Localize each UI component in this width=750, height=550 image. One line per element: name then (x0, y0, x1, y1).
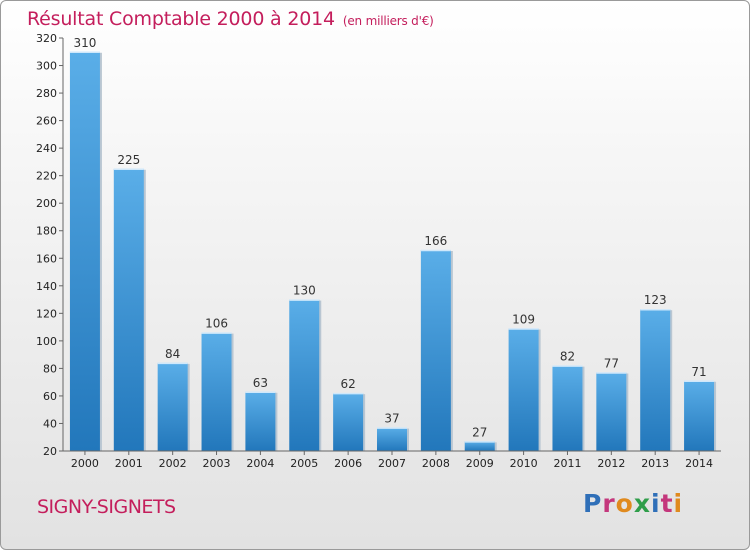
logo-letter: r (602, 489, 616, 518)
y-tick-label: 120 (36, 307, 57, 320)
x-tick-label-2004: 2004 (246, 457, 274, 470)
value-label-2008: 166 (424, 234, 447, 248)
bar-2005 (289, 299, 320, 451)
value-label-2003: 106 (205, 317, 228, 331)
bar-2014 (684, 380, 715, 451)
commune-name: SIGNY-SIGNETS (37, 496, 176, 518)
bar-2000 (69, 51, 100, 452)
y-tick-label: 20 (43, 445, 57, 458)
logo-letter: o (615, 489, 634, 518)
y-tick-label: 200 (36, 197, 57, 210)
y-tick-label: 240 (36, 142, 57, 155)
bar-2011 (552, 365, 583, 451)
x-tick-label-2006: 2006 (334, 457, 362, 470)
logo-letter: i (651, 489, 661, 518)
value-label-2014: 71 (691, 365, 706, 379)
y-tick-label: 140 (36, 280, 57, 293)
x-tick-label-2009: 2009 (466, 457, 494, 470)
x-tick-label-2012: 2012 (597, 457, 625, 470)
value-label-2000: 310 (73, 36, 96, 50)
x-tick-label-2014: 2014 (685, 457, 713, 470)
logo-letter: P (583, 489, 603, 518)
x-tick-label-2013: 2013 (641, 457, 669, 470)
y-tick-label: 40 (43, 417, 57, 430)
y-tick-label: 280 (36, 87, 57, 100)
proxiti-logo[interactable]: Proxiti (583, 489, 683, 518)
x-tick-label-2011: 2011 (553, 457, 581, 470)
y-tick-label: 80 (43, 362, 57, 375)
logo-letter: x (633, 489, 651, 518)
y-tick-label: 100 (36, 335, 57, 348)
value-label-2010: 109 (512, 312, 535, 326)
bar-2007 (377, 427, 407, 451)
bars-group: 310 225 84 106 63 130 62 37 166 27 109 82 77 123 71 (69, 36, 717, 452)
bar-2012 (596, 372, 627, 451)
y-tick-label: 320 (36, 32, 57, 45)
bar-2003 (201, 332, 232, 451)
bar-2013 (640, 309, 671, 451)
y-tick-label: 260 (36, 115, 57, 128)
chart-title: Résultat Comptable 2000 à 2014 (en millie… (27, 8, 434, 30)
x-tick-label-2000: 2000 (71, 457, 99, 470)
bar-2008 (420, 250, 451, 451)
chart-subtitle: (en milliers d'€) (342, 14, 434, 28)
x-axis: 2000 2001 2002 2003 2004 2005 2006 2007 2008 2009… (63, 450, 721, 470)
y-tick-label: 300 (36, 60, 57, 73)
value-label-2005: 130 (293, 284, 316, 298)
bar-2004 (245, 391, 276, 451)
value-label-2007: 37 (384, 412, 399, 426)
y-tick-label: 220 (36, 170, 57, 183)
x-tick-label-2007: 2007 (378, 457, 406, 470)
x-tick-label-2005: 2005 (290, 457, 318, 470)
value-label-2011: 82 (560, 350, 575, 364)
value-label-2012: 77 (604, 357, 619, 371)
x-tick-label-2010: 2010 (510, 457, 538, 470)
bar-2006 (333, 393, 364, 451)
x-tick-label-2003: 2003 (203, 457, 231, 470)
bar-2002 (157, 362, 188, 451)
x-tick-label-2008: 2008 (422, 457, 450, 470)
bar-2009 (464, 441, 495, 451)
value-label-2002: 84 (165, 347, 180, 361)
logo-letter: t (660, 489, 674, 518)
x-tick-label-2002: 2002 (159, 457, 187, 470)
y-tick-label: 60 (43, 390, 57, 403)
x-tick-label-2001: 2001 (115, 457, 143, 470)
y-tick-label: 180 (36, 225, 57, 238)
logo-letter: i (673, 489, 684, 518)
value-label-2004: 63 (253, 376, 268, 390)
value-label-2006: 62 (340, 377, 355, 391)
y-axis: 20 40 60 80 100 120 140 160 180 200 220 240 260 280 30… (36, 32, 64, 458)
value-label-2009: 27 (472, 425, 487, 439)
bar-2001 (113, 168, 144, 452)
y-tick-label: 160 (36, 252, 57, 265)
value-label-2013: 123 (644, 293, 667, 307)
value-label-2001: 225 (117, 153, 140, 167)
bar-2010 (508, 328, 539, 451)
